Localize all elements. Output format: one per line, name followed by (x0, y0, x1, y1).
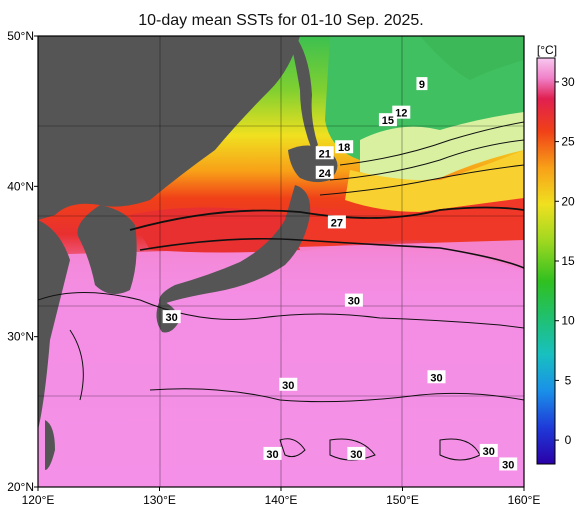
contour-label: 24 (315, 165, 334, 180)
map-field (38, 36, 524, 487)
colorbar-tick-label: 10 (561, 314, 575, 328)
colorbar (536, 57, 556, 465)
svg-text:12: 12 (395, 108, 407, 120)
svg-text:30: 30 (166, 312, 178, 324)
longitude-axis: 120°E 130°E 140°E 150°E 160°E (22, 487, 541, 507)
contour-label: 21 (315, 146, 334, 160)
transition-zone (360, 112, 524, 181)
colorbar-unit: [°C] (537, 43, 557, 57)
japan-sea-warm (130, 207, 300, 253)
contour-label: 30 (427, 370, 446, 384)
svg-text:15: 15 (382, 115, 394, 127)
contour-label: 30 (263, 446, 282, 461)
svg-text:30: 30 (350, 449, 362, 461)
colorbar-ticks: 30 25 20 15 10 5 0 (555, 75, 575, 447)
svg-text:30: 30 (282, 380, 294, 392)
contour-label: 30 (162, 310, 181, 324)
colorbar-tick-label: 30 (561, 75, 575, 89)
lon-tick-label: 160°E (508, 493, 541, 507)
lat-tick-label: 50°N (7, 29, 34, 43)
svg-text:9: 9 (419, 79, 425, 91)
contour-label: 27 (327, 215, 346, 229)
latitude-axis: 50°N 40°N 30°N 20°N (7, 29, 38, 494)
contour-label: 30 (479, 443, 498, 458)
colorbar-tick-label: 15 (561, 254, 575, 268)
land-taiwan (45, 420, 55, 470)
svg-text:30: 30 (502, 459, 514, 471)
svg-text:30: 30 (430, 372, 442, 384)
contour-label: 30 (347, 446, 366, 461)
contour-label: 9 (416, 77, 428, 91)
svg-text:21: 21 (319, 148, 331, 160)
svg-text:24: 24 (319, 168, 332, 180)
contour-label: 18 (335, 140, 354, 154)
svg-text:27: 27 (331, 217, 343, 229)
lon-tick-label: 120°E (22, 493, 55, 507)
land-continent (38, 36, 300, 220)
lon-tick-label: 130°E (143, 493, 176, 507)
lon-tick-label: 150°E (386, 493, 419, 507)
lat-tick-label: 20°N (7, 480, 34, 494)
colorbar-tick-label: 0 (565, 433, 572, 447)
map-title: 10-day mean SSTs for 01-10 Sep. 2025. (138, 12, 424, 29)
lon-tick-label: 140°E (265, 493, 298, 507)
isotherm-contours (38, 121, 524, 461)
land-sakhalin (290, 40, 318, 150)
graticule (38, 36, 524, 487)
land-china-coast (38, 220, 70, 430)
northeast-sea (420, 36, 524, 80)
svg-text:30: 30 (266, 449, 278, 461)
svg-text:30: 30 (483, 446, 495, 458)
svg-text:18: 18 (338, 142, 350, 154)
warm-transition-zone (345, 150, 524, 212)
colorbar-tick-label: 5 (565, 373, 572, 387)
colorbar-tick-label: 20 (561, 194, 575, 208)
colorbar-tick-label: 25 (561, 135, 575, 149)
contour-label: 30 (344, 293, 363, 308)
contour-label: 15 (378, 113, 397, 127)
contour-label: 30 (279, 377, 298, 392)
lat-tick-label: 30°N (7, 330, 34, 344)
lat-tick-label: 40°N (7, 179, 34, 193)
svg-text:30: 30 (348, 296, 360, 308)
contour-label: 30 (499, 457, 518, 471)
land-korea (77, 205, 137, 294)
land-honshu (159, 185, 311, 305)
